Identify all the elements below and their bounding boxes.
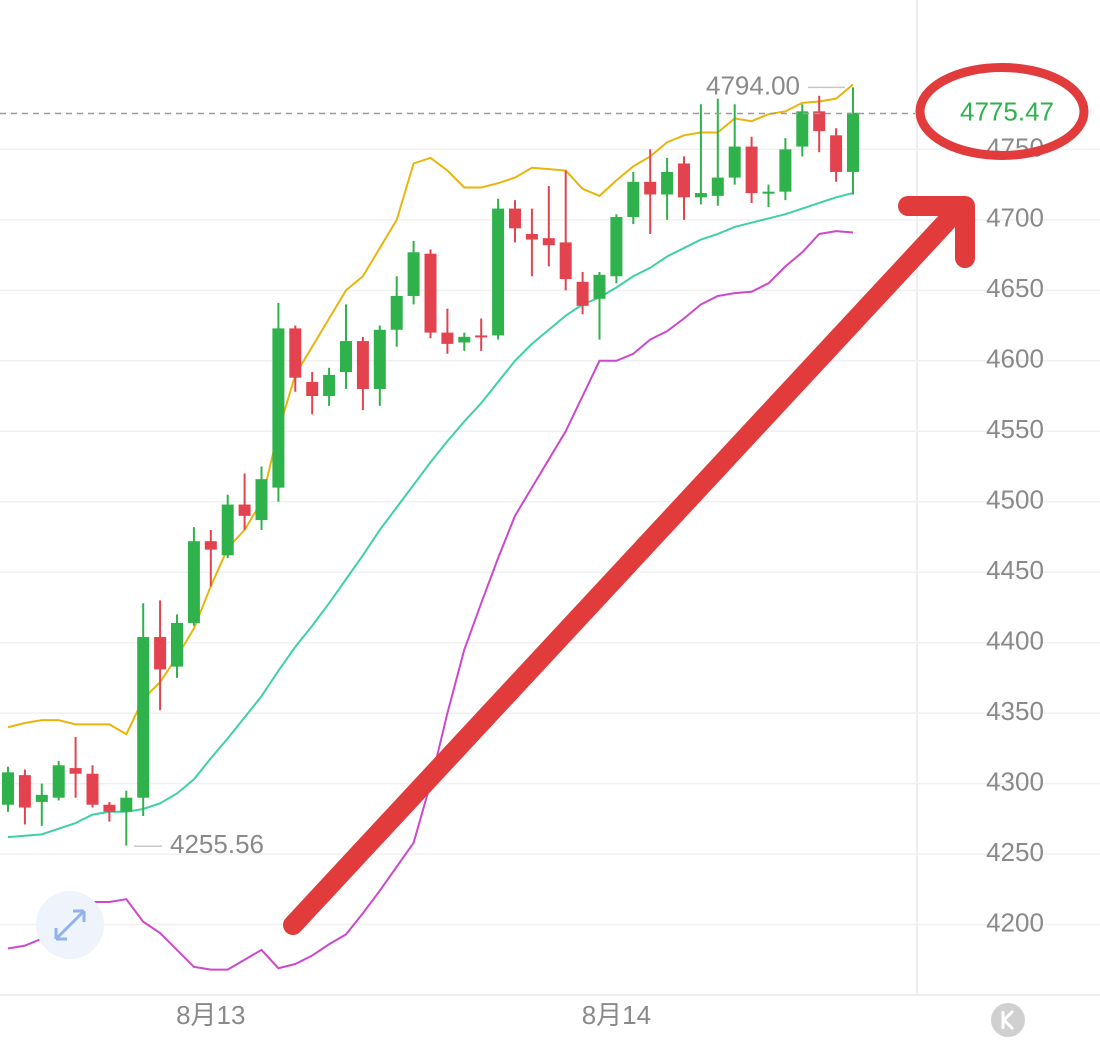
- candle-body: [390, 295, 403, 330]
- candle-body: [103, 804, 116, 812]
- candle-body: [475, 335, 488, 338]
- x-tick-label: 8月14: [582, 1000, 651, 1030]
- last-price-box: [945, 93, 1075, 134]
- plot: 4200 4250 4300 4350 4400 4450 4500 4550 4600 4650…: [0, 70, 1100, 1030]
- candle-body: [407, 252, 420, 296]
- y-tick-label: 4350: [986, 696, 1044, 726]
- y-tick-label: 4600: [986, 344, 1044, 374]
- candle-body: [458, 336, 471, 343]
- candle-body: [86, 773, 99, 805]
- candle-body: [69, 768, 82, 774]
- candle-body: [796, 111, 809, 147]
- candle-body: [120, 797, 133, 812]
- arrow-shaft: [283, 208, 960, 935]
- low-marker-label: 4255.56: [170, 829, 264, 859]
- arrow-annotation: [283, 196, 975, 935]
- y-tick-label: 4650: [986, 273, 1044, 303]
- k-icon: [1001, 1009, 1015, 1031]
- candle-body: [171, 622, 183, 667]
- candle-body: [610, 217, 623, 277]
- candle-body: [813, 111, 826, 132]
- candle-body: [204, 541, 217, 550]
- candle-body: [340, 341, 352, 373]
- candle-body: [306, 381, 319, 397]
- high-marker-label: 4794.00: [706, 70, 800, 100]
- y-tick-label: 4300: [986, 766, 1044, 796]
- candle-body: [137, 637, 150, 798]
- candle-body: [728, 146, 741, 178]
- expand-icon: [54, 909, 86, 941]
- candle-body: [762, 191, 775, 194]
- arrow-head: [898, 196, 975, 268]
- y-tick-label: 4550: [986, 414, 1044, 444]
- candle-body: [18, 775, 31, 808]
- candle-body: [779, 149, 792, 192]
- candle-body: [830, 135, 843, 172]
- candle-body: [289, 328, 302, 378]
- y-tick-label: 4450: [986, 555, 1044, 585]
- candle-body: [694, 193, 707, 198]
- candle-body: [525, 233, 538, 240]
- candle-body: [52, 765, 65, 798]
- candle-body: [2, 772, 14, 805]
- candle-body: [576, 281, 589, 306]
- candle-body: [847, 112, 859, 172]
- highlight-circle: [915, 62, 1089, 160]
- candle-body: [187, 541, 200, 623]
- candle-body: [154, 637, 167, 670]
- candle-body: [441, 332, 454, 344]
- candle-body: [272, 328, 285, 488]
- candle-body: [323, 374, 336, 397]
- y-tick-label: 4500: [986, 485, 1044, 515]
- k-button[interactable]: [991, 1003, 1025, 1037]
- candle-body: [238, 504, 251, 516]
- candle-body: [644, 181, 657, 195]
- last-price-label: 4775.47: [960, 96, 1054, 126]
- candle-body: [255, 479, 268, 521]
- candle-body: [373, 329, 386, 389]
- y-tick-label: 4250: [986, 837, 1044, 867]
- candle-body: [221, 504, 234, 556]
- candle-body: [678, 163, 690, 198]
- band-line: [7, 192, 854, 839]
- candle-body: [542, 238, 555, 246]
- x-tick-label: 8月13: [176, 1000, 245, 1030]
- candle-body: [356, 341, 369, 389]
- candle-body: [661, 171, 674, 195]
- candle-body: [711, 177, 724, 196]
- candle-body: [593, 274, 606, 299]
- candle-body: [745, 146, 758, 194]
- y-tick-label: 4200: [986, 907, 1044, 937]
- candle-body: [509, 208, 521, 229]
- y-tick-label: 4400: [986, 626, 1044, 656]
- candle-body: [492, 208, 505, 336]
- candle-body: [559, 242, 572, 280]
- candle-body: [627, 181, 640, 218]
- y-tick-label: 4700: [986, 203, 1044, 233]
- candle-body: [35, 794, 48, 802]
- candle-body: [424, 253, 437, 333]
